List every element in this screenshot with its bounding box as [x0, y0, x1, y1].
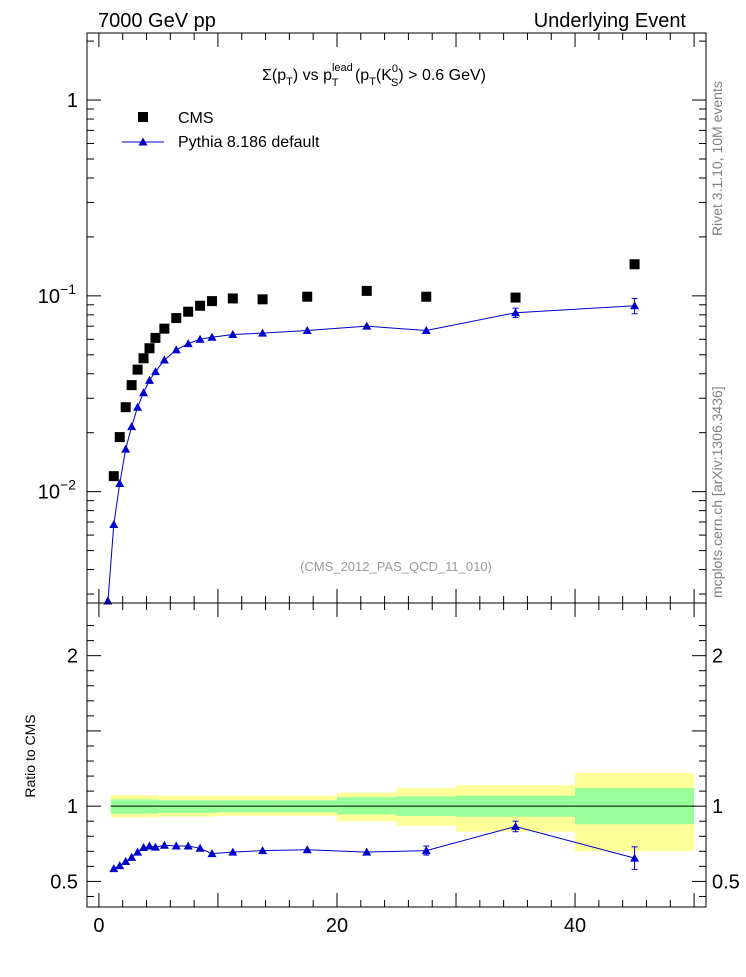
main-panel: 10−2 10−1 1: [38, 32, 707, 605]
ratio-point: [362, 847, 372, 856]
cms-point: [206, 296, 217, 307]
ratio-y-tick-label: 0.5: [50, 871, 78, 893]
cms-point: [302, 291, 313, 302]
cms-point: [150, 332, 161, 343]
legend-pythia-marker: [138, 137, 148, 146]
pythia-point: [195, 334, 205, 343]
pythia-point: [302, 326, 312, 335]
ratio-point: [159, 840, 169, 849]
ratio-point: [228, 847, 238, 856]
pythia-point: [258, 328, 268, 337]
pythia-point: [150, 367, 160, 376]
x-tick-label: 0: [93, 915, 104, 937]
ratio-point: [121, 857, 131, 866]
ratio-y-tick-label-right: 1: [712, 796, 723, 818]
ratio-y-tick-label: 2: [67, 646, 78, 668]
pythia-point: [630, 301, 640, 310]
ratio-point: [511, 821, 521, 830]
cms-point: [132, 364, 143, 375]
pythia-point: [121, 444, 131, 453]
pythia-point: [362, 321, 372, 330]
cms-point: [108, 471, 119, 482]
pythia-point: [115, 479, 125, 488]
pythia-point: [109, 519, 119, 528]
ratio-point: [630, 853, 640, 862]
y-tick-label: 10−1: [38, 281, 76, 308]
ratio-point: [127, 852, 137, 861]
ratio-point: [109, 864, 119, 873]
cms-point: [171, 313, 182, 324]
cms-point: [159, 323, 170, 334]
pythia-point: [127, 422, 137, 431]
ratio-y-tick-label: 1: [67, 796, 78, 818]
ratio-y-tick-label-right: 2: [712, 646, 723, 668]
pythia-point: [159, 355, 169, 364]
pythia-point: [171, 345, 181, 354]
ratio-panel: 0.5 0.51 12 20 20 40: [50, 602, 740, 937]
cms-point: [114, 432, 125, 443]
cms-point: [227, 293, 238, 304]
cms-point: [120, 402, 131, 413]
ratio-point: [150, 842, 160, 851]
cms-point: [257, 294, 268, 305]
pythia-point: [421, 326, 431, 335]
rivet-label: Rivet 3.1.10, 10M events: [709, 81, 725, 236]
y-tick-label: 10−2: [38, 477, 76, 504]
x-tick-label: 40: [564, 915, 586, 937]
process-label: Underlying Event: [534, 10, 687, 32]
source-label: mcplots.cern.ch [arXiv:1306.3436]: [709, 386, 725, 598]
ratio-point: [421, 846, 431, 855]
legend-pythia-label: Pythia 8.186 default: [178, 134, 320, 151]
pythia-point: [139, 388, 149, 397]
ratio-line: [113, 825, 635, 870]
legend-cms-marker: [138, 112, 148, 122]
pythia-point: [207, 332, 217, 341]
ratio-frame: [86, 602, 707, 908]
cms-point: [138, 353, 149, 364]
ratio-point: [195, 843, 205, 852]
y-tick-label: 1: [67, 90, 78, 112]
ratio-point: [183, 841, 193, 850]
cms-point: [195, 300, 206, 311]
ratio-point: [115, 861, 125, 870]
pythia-point: [144, 375, 154, 384]
legend-cms-label: CMS: [178, 110, 214, 127]
cms-point: [361, 285, 372, 296]
cms-point: [510, 292, 521, 303]
cms-point: [126, 380, 137, 391]
plot-title: Σ(pT) vs plead T (pT(K0 S) > 0.6 GeV): [262, 62, 486, 89]
ratio-point: [144, 841, 154, 850]
energy-label: 7000 GeV pp: [98, 10, 216, 32]
pythia-point: [511, 308, 521, 317]
pythia-point: [183, 339, 193, 348]
ratio-point: [133, 847, 143, 856]
x-tick-label: 20: [326, 915, 348, 937]
ratio-point: [171, 841, 181, 850]
legend: CMS Pythia 8.186 default: [122, 110, 320, 151]
pythia-point: [133, 402, 143, 411]
pythia-point: [228, 329, 238, 338]
ratio-y-tick-label-right: 0.5: [712, 871, 740, 893]
analysis-id: (CMS_2012_PAS_QCD_11_010): [300, 559, 492, 574]
ratio-point: [258, 846, 268, 855]
cms-point: [629, 259, 640, 270]
ratio-point: [207, 849, 217, 858]
ratio-ylabel: Ratio to CMS: [22, 714, 38, 797]
cms-point: [144, 343, 155, 354]
ratio-point: [302, 845, 312, 854]
cms-point: [421, 291, 432, 302]
cms-point: [183, 306, 194, 317]
